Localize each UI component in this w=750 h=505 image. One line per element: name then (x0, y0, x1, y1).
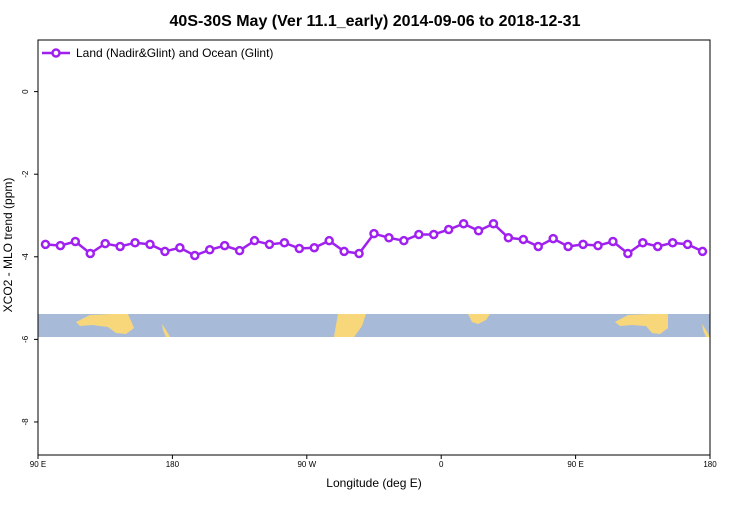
legend-marker (51, 48, 61, 58)
x-tick-label: 90 W (297, 460, 316, 469)
point (204, 245, 215, 255)
x-axis-label: Longitude (deg E) (326, 476, 421, 490)
point (623, 248, 633, 259)
y-tick-label: -4 (21, 253, 30, 261)
point (85, 248, 96, 259)
point (428, 229, 439, 240)
x-tick-label: 180 (166, 460, 180, 469)
point (399, 235, 409, 246)
point (667, 238, 678, 248)
point (443, 224, 454, 235)
y-tick-label: -8 (21, 418, 30, 426)
point (294, 243, 305, 254)
point (160, 246, 170, 257)
x-tick-label: 90 E (567, 460, 583, 469)
point (324, 235, 334, 246)
plot-frame (37, 39, 711, 456)
point (593, 240, 603, 251)
point (40, 239, 51, 250)
point (638, 238, 648, 248)
point (339, 246, 349, 257)
point (458, 219, 469, 229)
point (354, 248, 364, 259)
point (488, 219, 499, 229)
point (100, 238, 110, 249)
map-strip (38, 314, 710, 337)
point (697, 246, 708, 257)
y-axis-label: XCO2 - MLO trend (ppm) (1, 178, 15, 313)
point (234, 245, 245, 256)
point (145, 239, 155, 250)
point (55, 240, 66, 251)
y-tick-label: -2 (21, 170, 30, 178)
point (563, 241, 573, 252)
point (518, 234, 529, 245)
point (533, 241, 544, 252)
point (279, 238, 290, 248)
point (414, 229, 424, 240)
point (473, 226, 484, 236)
chart-title: 40S-30S May (Ver 11.1_early) 2014-09-06 … (170, 13, 581, 30)
point (548, 233, 558, 244)
series-line (45, 222, 704, 257)
y-tick-label: 0 (21, 89, 30, 94)
point (249, 235, 260, 246)
y-tick-label: -6 (21, 335, 30, 343)
point (652, 241, 663, 252)
point (115, 241, 125, 252)
x-tick-label: 0 (439, 460, 444, 469)
point (309, 242, 320, 253)
x-tick-label: 90 E (30, 460, 46, 469)
point (608, 236, 618, 247)
point (503, 233, 514, 243)
point (264, 239, 275, 250)
point (578, 239, 588, 250)
point (369, 228, 379, 239)
point (384, 233, 394, 243)
point (682, 239, 693, 250)
point (219, 240, 230, 251)
legend-label: Land (Nadir&Glint) and Ocean (Glint) (76, 46, 273, 60)
point (70, 236, 81, 247)
point (130, 238, 140, 248)
point (175, 242, 185, 253)
x-tick-label: 180 (703, 460, 717, 469)
point (190, 250, 200, 261)
